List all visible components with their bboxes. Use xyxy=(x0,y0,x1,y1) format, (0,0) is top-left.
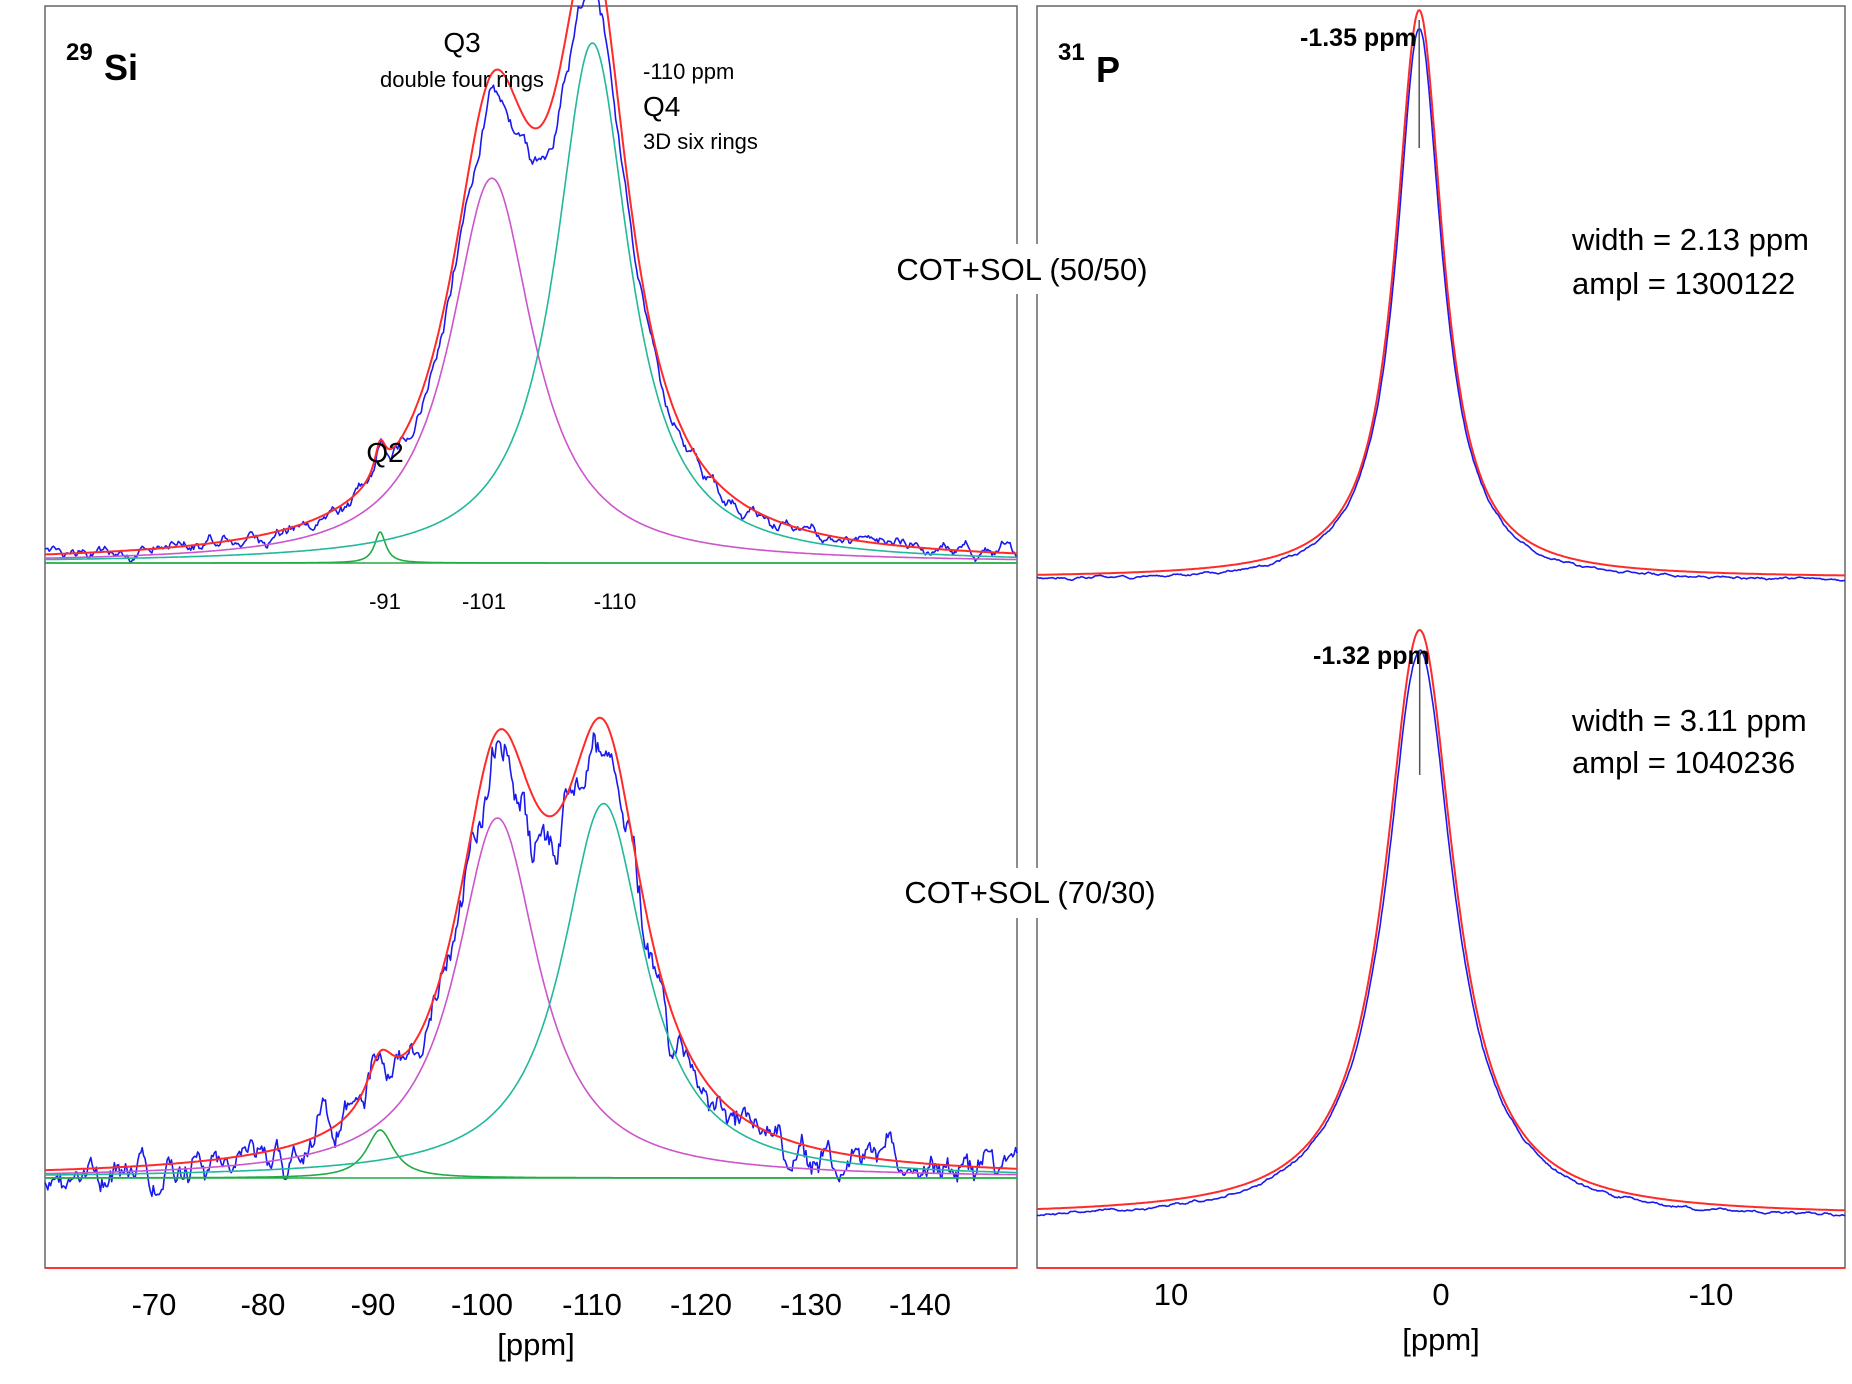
q2-component xyxy=(45,531,1017,564)
fit-total xyxy=(1037,9,1845,577)
q3-component xyxy=(45,177,1017,561)
si-tick-label: -70 xyxy=(132,1287,177,1322)
fit-total xyxy=(45,0,1017,556)
peak-position-label: -101 xyxy=(462,589,506,614)
sample-label-bg-top xyxy=(877,244,1167,294)
p-x-axis-title: [ppm] xyxy=(1402,1322,1480,1357)
p-top-ampl: ampl = 1300122 xyxy=(1572,266,1795,301)
si-tick-label: -90 xyxy=(351,1287,396,1322)
sample-label-bg-bottom xyxy=(885,868,1175,918)
si-bottom-spectrum xyxy=(44,716,1018,1198)
p-bottom-ampl: ampl = 1040236 xyxy=(1572,745,1795,780)
si-tick-label: -120 xyxy=(670,1287,732,1322)
peak-position-label: -91 xyxy=(369,589,401,614)
q3-sublabel: double four rings xyxy=(380,67,544,92)
si-tick-label: -100 xyxy=(451,1287,513,1322)
q3-label: Q3 xyxy=(443,27,480,58)
experimental-spectrum xyxy=(1036,649,1846,1217)
p-tick-labels: 10 0 -10 xyxy=(1154,1277,1734,1312)
q4-ppm-label: -110 ppm xyxy=(643,59,734,84)
q4-label: Q4 xyxy=(643,91,680,122)
experimental-spectrum xyxy=(1036,27,1846,582)
p-panel-frame xyxy=(1036,5,1846,1269)
p-nucleus-label: 31 P xyxy=(1058,39,1120,90)
fit-total xyxy=(44,716,1017,1172)
si-mass-number: 29 xyxy=(66,39,93,66)
si-symbol: Si xyxy=(104,47,138,88)
si-panel-frame xyxy=(44,5,1018,1269)
si-tick-label: -140 xyxy=(889,1287,951,1322)
p-bottom-peak-ppm: -1.32 ppm xyxy=(1313,642,1430,670)
q4-component xyxy=(44,42,1017,561)
si-tick-labels: -70 -80 -90 -100 -110 -120 -130 -140 xyxy=(132,1287,951,1322)
peak-position-label: -110 xyxy=(594,589,636,614)
q4-component xyxy=(45,802,1017,1176)
si-nucleus-label: 29 Si xyxy=(66,39,138,88)
si-tick-label: -80 xyxy=(241,1287,286,1322)
p-bottom-width: width = 3.11 ppm xyxy=(1571,703,1807,738)
p-tick-label: 0 xyxy=(1432,1277,1449,1312)
p-top-width: width = 2.13 ppm xyxy=(1571,222,1809,257)
sample-label-bottom: COT+SOL (70/30) xyxy=(904,875,1155,910)
p-tick-label: 10 xyxy=(1154,1277,1188,1312)
p-top-peak-ppm: -1.35 ppm xyxy=(1300,24,1417,52)
p-tick-label: -10 xyxy=(1689,1277,1734,1312)
q2-component xyxy=(45,1129,1017,1179)
experimental-spectrum xyxy=(44,0,1018,563)
si-tick-label: -110 xyxy=(562,1287,622,1322)
experimental-spectrum xyxy=(44,732,1018,1198)
si-tick-label: -130 xyxy=(780,1287,842,1322)
fit-total xyxy=(1036,629,1846,1212)
p-mass-number: 31 xyxy=(1058,39,1085,66)
q2-label: Q2 xyxy=(366,437,403,468)
p-symbol: P xyxy=(1096,49,1120,90)
sample-label-top: COT+SOL (50/50) xyxy=(896,252,1147,287)
p-top-spectrum xyxy=(1036,9,1846,582)
p-bottom-spectrum xyxy=(1036,629,1846,1217)
q3-component xyxy=(45,817,1018,1176)
si-x-axis-title: [ppm] xyxy=(497,1327,575,1362)
q4-sublabel: 3D six rings xyxy=(643,129,758,154)
si-top-spectrum xyxy=(44,0,1018,564)
